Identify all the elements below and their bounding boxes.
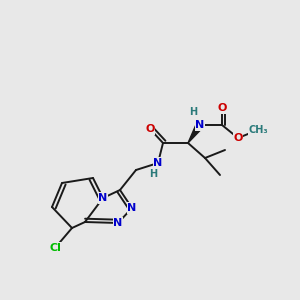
Text: N: N bbox=[153, 158, 163, 168]
Text: O: O bbox=[217, 103, 227, 113]
Text: O: O bbox=[145, 124, 155, 134]
Text: N: N bbox=[113, 218, 123, 228]
Polygon shape bbox=[188, 123, 203, 143]
Text: H: H bbox=[149, 169, 157, 179]
Text: Cl: Cl bbox=[49, 243, 61, 253]
Text: H: H bbox=[189, 107, 197, 117]
Text: CH₃: CH₃ bbox=[248, 125, 268, 135]
Text: N: N bbox=[98, 193, 108, 203]
Text: N: N bbox=[128, 203, 136, 213]
Text: N: N bbox=[195, 120, 205, 130]
Text: O: O bbox=[233, 133, 243, 143]
